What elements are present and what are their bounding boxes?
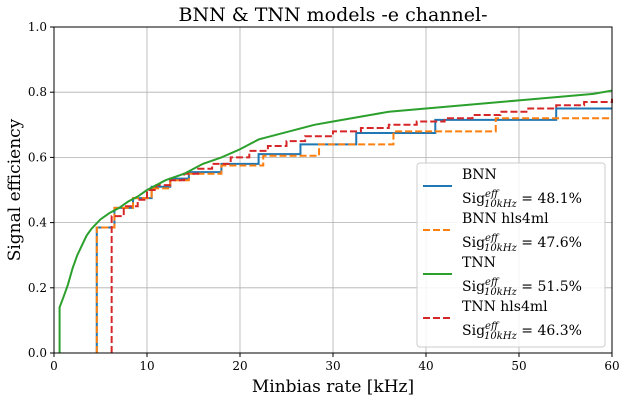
legend-label-tnn: TNN [462, 255, 496, 271]
legend-metric-prefix: Sig [462, 191, 485, 207]
legend-box [416, 162, 606, 348]
x-axis: 0 10 20 30 40 50 60 [50, 353, 620, 373]
x-tick-label: 30 [325, 359, 340, 373]
x-tick-label: 0 [50, 359, 58, 373]
x-tick-label: 50 [511, 359, 526, 373]
y-tick-label: 0.8 [28, 85, 47, 99]
legend-metric-sup: eff [485, 321, 500, 332]
legend-label-bnn: BNN [462, 167, 497, 183]
chart-title: BNN & TNN models -e channel- [178, 4, 487, 26]
legend-metric-value: = 51.5% [517, 279, 582, 295]
legend-metric-sub: 10kHz [484, 243, 518, 254]
legend-metric-tnn: Sigeff 10kHz = 51.5% [462, 277, 582, 298]
y-axis-label: Signal efficiency [5, 118, 25, 261]
y-axis: 0.0 0.2 0.4 0.6 0.8 1.0 [28, 20, 54, 360]
series-line-tnn-hls4ml [110, 98, 613, 353]
x-axis-label: Minbias rate [kHz] [252, 377, 414, 397]
legend-metric-tnn-hls4ml: Sigeff 10kHz = 46.3% [462, 321, 582, 342]
y-tick-label: 0.6 [28, 150, 47, 164]
y-tick-label: 1.0 [28, 20, 47, 34]
legend-label-bnn-hls4ml: BNN hls4ml [462, 211, 549, 227]
series-line-tnn [58, 89, 613, 353]
y-tick-label: 0.2 [28, 281, 47, 295]
legend-metric-sup: eff [485, 233, 500, 244]
legend-metric-sub: 10kHz [484, 287, 518, 298]
legend-metric-sup: eff [485, 189, 500, 200]
legend-metric-bnn: Sigeff 10kHz = 48.1% [462, 189, 582, 210]
legend-metric-value: = 47.6% [517, 235, 582, 251]
legend-metric-sup: eff [485, 277, 500, 288]
legend-metric-value: = 46.3% [517, 323, 582, 339]
legend-metric-sub: 10kHz [484, 331, 518, 342]
legend-metric-bnn-hls4ml: Sigeff 10kHz = 47.6% [462, 233, 582, 254]
legend-metric-prefix: Sig [462, 235, 485, 251]
x-tick-label: 60 [604, 359, 619, 373]
legend-metric-sub: 10kHz [484, 199, 518, 210]
y-tick-label: 0.0 [28, 346, 47, 360]
x-tick-label: 20 [232, 359, 247, 373]
legend-label-tnn-hls4ml: TNN hls4ml [462, 299, 548, 315]
legend-metric-prefix: Sig [462, 279, 485, 295]
x-tick-label: 40 [418, 359, 433, 373]
legend-metric-value: = 48.1% [517, 191, 582, 207]
x-tick-label: 10 [139, 359, 154, 373]
plot-area [58, 89, 613, 353]
legend-metric-prefix: Sig [462, 323, 485, 339]
y-tick-label: 0.4 [28, 216, 47, 230]
